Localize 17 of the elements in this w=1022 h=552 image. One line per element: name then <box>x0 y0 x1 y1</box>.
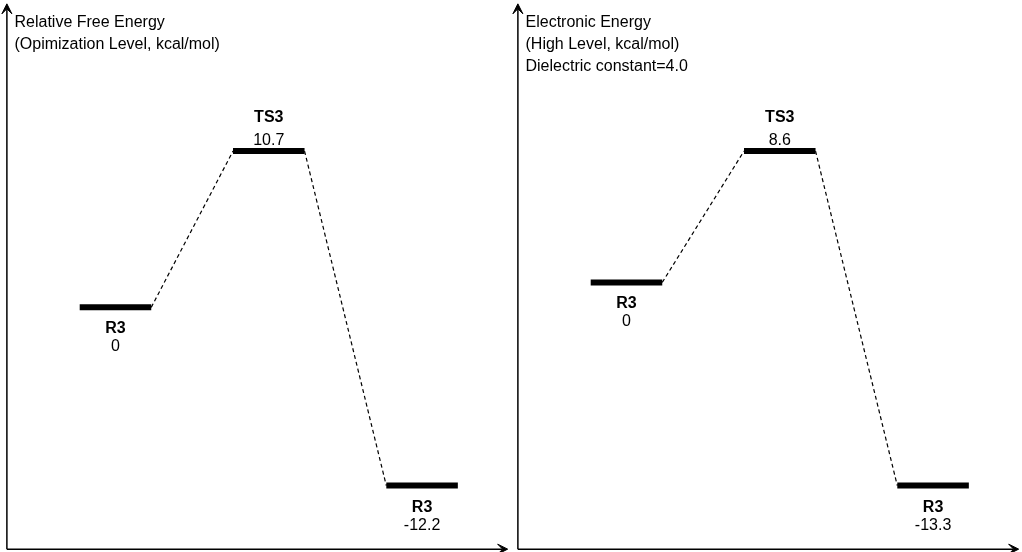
data-label: 0 <box>111 337 121 355</box>
category-label: R3 <box>411 497 433 515</box>
category-label: R3 <box>105 319 126 337</box>
text: (Opimization Level, kcal/mol) <box>14 34 220 52</box>
category-label: R3 <box>616 294 637 312</box>
text: Electronic Energy <box>525 12 651 30</box>
data-label: 10.7 <box>253 131 285 149</box>
category-label: TS3 <box>765 108 795 126</box>
text: (High Level, kcal/mol) <box>525 34 680 52</box>
text: Relative Free Energy <box>14 12 165 30</box>
data-label: -12.2 <box>403 515 441 533</box>
category-label: R3 <box>922 497 944 515</box>
data-label: 8.6 <box>768 131 791 149</box>
text: Dielectric constant=4.0 <box>525 56 688 74</box>
data-label: -13.3 <box>914 515 952 533</box>
category-label: TS3 <box>254 108 284 126</box>
data-label: 0 <box>622 312 632 330</box>
